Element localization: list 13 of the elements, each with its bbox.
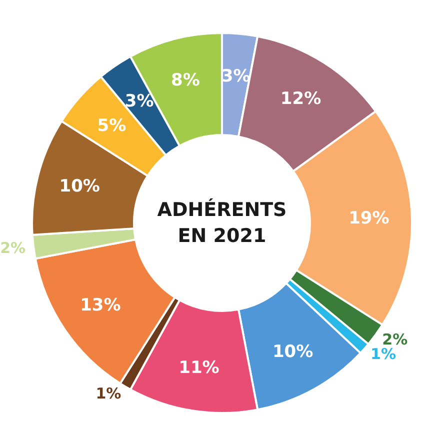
data-label: 1% (96, 384, 122, 402)
data-label: 19% (348, 208, 390, 228)
data-label: 11% (178, 358, 220, 378)
data-label: 3% (124, 91, 154, 112)
data-label: 3% (221, 66, 250, 87)
text: ADHÉRENTS EN 2021 (157, 198, 287, 247)
data-label: 10% (59, 176, 100, 196)
data-label: 10% (272, 342, 314, 362)
data-label: 12% (280, 88, 322, 109)
data-label: 2% (0, 238, 26, 257)
data-label: 8% (171, 70, 200, 91)
data-label: 13% (80, 296, 121, 316)
data-label: 5% (97, 116, 126, 136)
